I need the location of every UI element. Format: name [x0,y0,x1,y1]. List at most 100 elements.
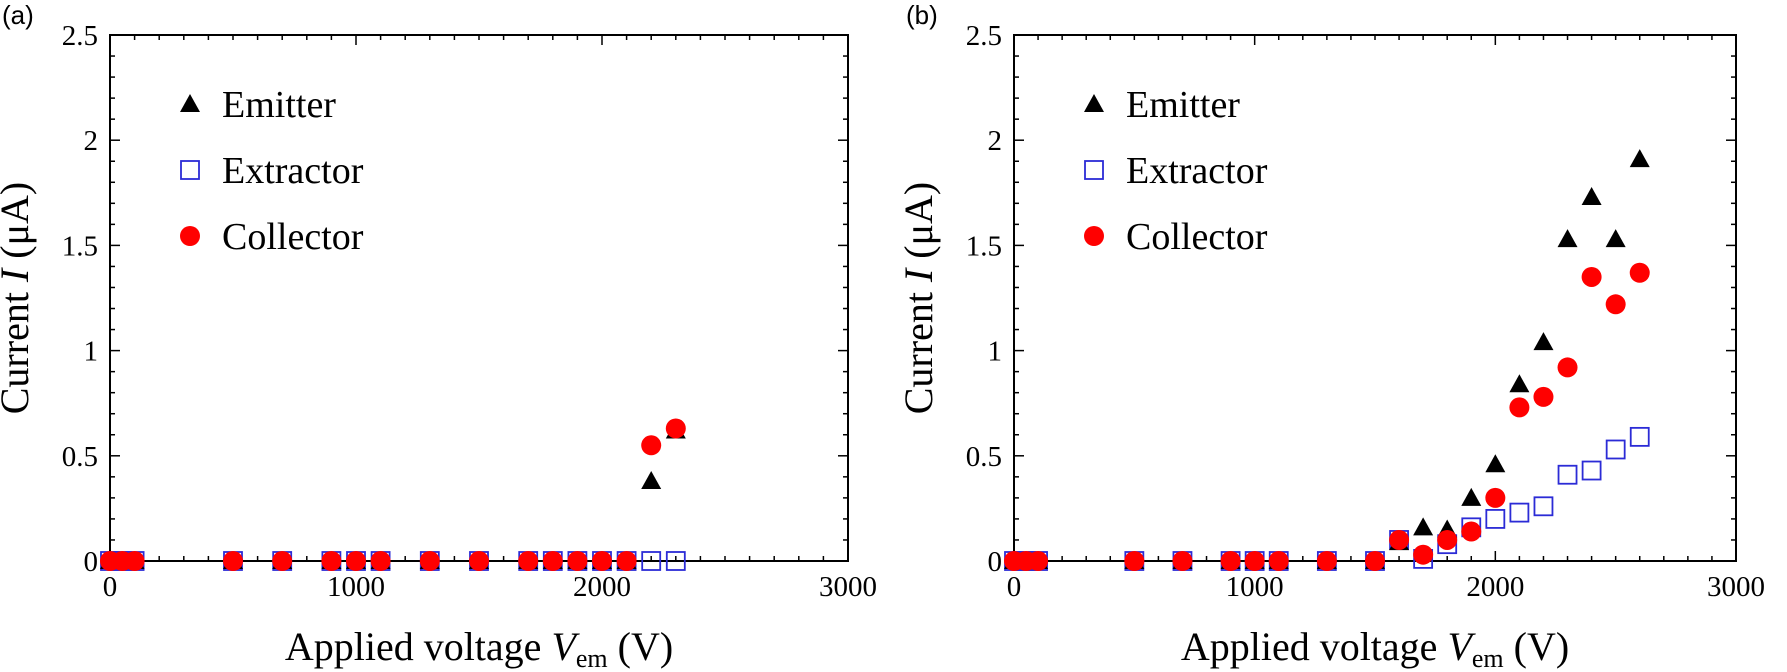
extractor-point [1629,426,1650,447]
x-tick-label: 1000 [327,571,385,603]
x-tick-label: 2000 [573,571,631,603]
y-axis-title-suffix: (μA) [0,182,37,269]
y-tick-label: 0 [84,546,99,578]
series-collector [100,418,686,571]
collector-point [1461,521,1482,542]
extractor-point [1605,439,1626,460]
collector-point [1244,551,1265,571]
x-axis-title: Applied voltage Vem (V) [285,624,673,672]
y-axis-title-suffix: (μA) [896,182,941,269]
x-tick-label: 1000 [1226,571,1284,603]
collector-point [1124,551,1145,571]
extractor-point [1485,509,1506,529]
x-axis-title-prefix: Applied voltage [1181,624,1448,669]
collector-point [1365,551,1385,571]
x-axis-title-var: V [551,624,580,669]
legend-label-extractor: Extractor [1126,150,1268,192]
collector-point [1389,529,1410,550]
collector-point [1533,386,1554,407]
legend-marker-collector [180,226,200,246]
collector-point [1268,551,1289,571]
y-axis-title-var: I [896,267,941,283]
y-tick-label: 2 [988,125,1003,157]
series-extractor [1004,426,1650,571]
x-axis-title-sub: em [576,644,608,672]
collector-point [1581,266,1602,287]
collector-point [1485,487,1506,508]
x-tick-label: 3000 [819,571,877,603]
x-tick-label: 0 [1007,571,1022,603]
collector-point [1413,544,1434,565]
extractor-point [641,551,662,571]
collector-point [223,551,243,571]
collector-point [419,551,440,571]
collector-point [665,418,686,439]
x-axis-title-suffix: (V) [608,624,674,669]
legend-marker-extractor [180,160,200,180]
y-tick-label: 1.5 [62,230,98,262]
collector-point [370,551,391,571]
emitter-point [1557,229,1578,248]
x-axis-title-prefix: Applied voltage [285,624,552,669]
y-tick-label: 1.5 [966,230,1002,262]
collector-point [321,551,342,571]
x-axis-title-sub: em [1472,644,1504,672]
legend: Emitter Extractor Collector [1084,84,1268,258]
y-tick-label: 2.5 [62,20,98,52]
collector-point [272,551,293,571]
collector-point [592,551,612,571]
x-tick-label: 3000 [1707,571,1765,603]
emitter-point [641,471,662,490]
y-axis-title-var: I [0,267,37,283]
collector-point [641,435,662,456]
legend-label-collector: Collector [222,216,364,258]
emitter-point [1485,454,1506,473]
emitter-point [1509,374,1530,393]
x-axis-title: Applied voltage Vem (V) [1181,624,1569,672]
plot-frame [1013,34,1737,562]
y-tick-label: 1 [988,336,1003,368]
extractor-point [1509,502,1530,523]
panel-label: (b) [906,0,938,30]
extractor-point [1581,460,1602,481]
extractor-point [1557,464,1578,485]
legend-marker-emitter [1084,94,1104,112]
collector-point [124,551,145,571]
collector-point [1028,551,1049,571]
emitter-point [1413,517,1434,536]
y-axis-title-prefix: Current [0,282,37,414]
ticks [1013,34,1737,562]
emitter-point [1605,229,1626,248]
legend-marker-collector [1084,226,1104,246]
y-tick-label: 0 [988,546,1003,578]
emitter-point [1629,149,1650,168]
x-tick-label: 2000 [1466,571,1524,603]
collector-point [616,551,637,571]
collector-point [1316,551,1337,571]
collector-point [1629,262,1650,283]
series-collector [1004,262,1650,571]
collector-point [1437,529,1458,550]
extractor-point [665,551,686,571]
legend: Emitter Extractor Collector [180,84,364,258]
x-axis-title-var: V [1447,624,1476,669]
plot-frame [109,34,849,562]
x-axis-title-suffix: (V) [1504,624,1570,669]
legend-label-emitter: Emitter [1126,84,1240,126]
collector-point [346,551,366,571]
chart-panel-2: (b) 0 1000 2000 3000 0 0.5 1 1.5 2 2.5 Applied volt… [896,0,1765,672]
emitter-point [1581,187,1602,206]
y-tick-label: 2 [84,125,99,157]
y-tick-label: 0.5 [966,441,1002,473]
legend-marker-extractor [1084,160,1104,180]
y-tick-label: 1 [84,336,99,368]
collector-point [1509,397,1530,418]
chart-panel-1: (a) 0 1000 2000 3000 0 0.5 1 1.5 2 2.5 Applied volt… [0,0,877,672]
legend-marker-emitter [180,94,200,112]
legend-label-collector: Collector [1126,216,1268,258]
collector-point [1220,551,1241,571]
series-emitter [100,420,686,569]
collector-point [469,551,489,571]
y-tick-label: 0.5 [62,441,98,473]
